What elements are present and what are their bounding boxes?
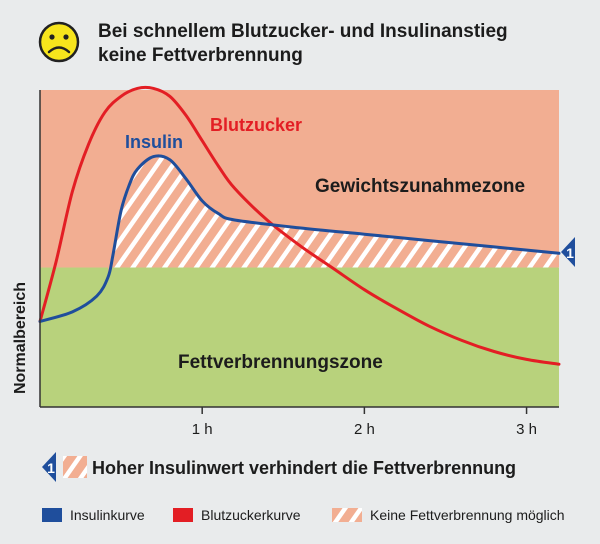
legend-label-hatch: Keine Fettverbrennung möglich: [370, 507, 565, 523]
marker-1-right-label: 1: [566, 245, 574, 261]
series-label-insulin: Insulin: [125, 132, 183, 152]
series-line-blutzucker: [38, 85, 561, 366]
fat-burning-zone: [40, 267, 559, 407]
legend-label-insulin: Insulinkurve: [70, 507, 145, 523]
chart-title-line-2: keine Fettverbrennung: [98, 45, 303, 66]
series-label-blutzucker: Blutzucker: [210, 115, 302, 135]
note-hatch-swatch: [63, 456, 87, 478]
marker-1-right: 1: [561, 237, 575, 267]
x-tick-label: 3 h: [516, 421, 537, 438]
legend: Insulinkurve Blutzuckerkurve Keine Fettv…: [42, 507, 565, 523]
x-tick-label: 2 h: [354, 421, 375, 438]
legend-swatch-blutzucker: [173, 508, 193, 522]
chart-title-line-1: Bei schnellem Blutzucker- und Insulinans…: [98, 21, 508, 42]
zone-label-lower: Fettverbrennungszone: [178, 352, 383, 373]
x-ticks: 1 h 2 h 3 h: [192, 407, 537, 438]
annotation-text: Hoher Insulinwert verhindert die Fettver…: [92, 458, 516, 478]
legend-swatch-hatch: [332, 508, 362, 522]
x-tick-label: 1 h: [192, 421, 213, 438]
annotation-note: 1 Hoher Insulinwert verhindert die Fettv…: [42, 452, 516, 482]
zone-label-upper: Gewichtszunahmezone: [315, 176, 525, 197]
y-axis-label: Normalbereich: [12, 282, 29, 394]
marker-1-note-label: 1: [47, 460, 55, 476]
legend-swatch-insulin: [42, 508, 62, 522]
sad-face-icon: [38, 21, 80, 63]
no-fat-burning-area: [108, 155, 559, 277]
legend-label-blutzucker: Blutzuckerkurve: [201, 507, 301, 523]
series-line-insulin: [38, 154, 561, 323]
